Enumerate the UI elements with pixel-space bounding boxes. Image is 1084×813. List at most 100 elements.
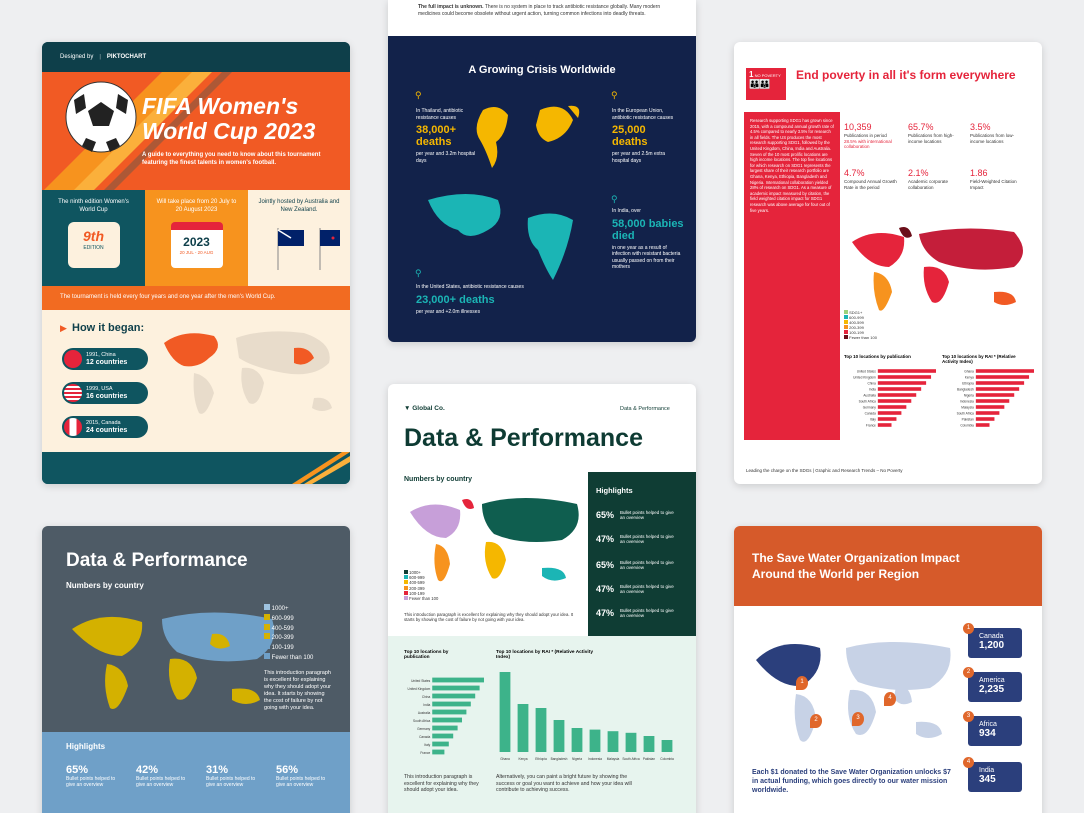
kpi-note: 28.5% with international collaboration [844,138,892,150]
bar-label: South Africa [957,412,974,416]
crisis-infographic-card[interactable]: The full impact is unknown. There is no … [388,0,696,342]
region-name: India [979,767,995,774]
stat-usa: In the United States, antibiotic resista… [416,284,556,315]
column-label: Pakistan [643,757,655,761]
chart2-title: Top 10 locations by RAI * (Relative Acti… [496,650,594,660]
intro-bold: The full impact is unknown. [418,4,484,10]
bar-label: Ethiopia [962,382,974,386]
brand-label: PIKTOCHART [106,54,147,60]
card-header [734,526,1042,606]
kpi-label: Publications from high-income locations [908,133,954,144]
map-marker-canada[interactable]: 1 [796,676,808,690]
stat-post: per year and +2.0m illnesses [416,308,481,315]
highlight-item: 47% Bullet points helped to give an overv… [596,608,674,618]
water-infographic-card[interactable]: The Save Water Organization Impact Aroun… [734,526,1042,813]
fifa-infographic-card[interactable]: Designed by | PIKTOCHART FIFA Women's Wo… [42,42,350,484]
highlights-title: Highlights [596,486,633,495]
legend-item: 100-199 [844,330,877,335]
history-item-china: 1991, China 12 countries [62,348,148,370]
bar-label: Ghana [964,370,974,374]
page-title: FIFA Women's World Cup 2023 [142,93,316,144]
region-box-america: 2 America 2,235 [963,667,1022,702]
column-label: Nigeria [572,757,582,761]
world-map [852,227,1023,311]
kpi-value: 65.7% [908,122,934,132]
map-marker-africa[interactable]: 3 [852,712,864,726]
kpi: 3.5% Publications from low-income locatio… [970,122,1028,144]
header-tag: Data & Performance [620,406,670,412]
bar [975,417,995,421]
highlight-item: 47% Bullet points helped to give an overv… [596,534,674,544]
kpi-value: 4.7% [844,168,865,178]
dp-grey-infographic-card[interactable]: Data & Performance Numbers by country 10… [42,526,350,813]
publication-bar-chart: United States United Kingdom China India Aus… [408,677,484,755]
history-year: 2015, Canada [86,420,121,426]
bar-label: China [422,695,431,699]
bar-label: Italy [870,418,876,422]
bar-label: Australia [863,394,876,398]
fact-hosts-text: Jointly hosted by Australia and New Zeal… [258,199,340,213]
map-legend: SDG1+ 600-999 400-599 200-399 100-199 Fe… [844,310,877,340]
column-label: Colombia [660,757,674,761]
bar [432,709,467,715]
map-marker-india[interactable]: 4 [884,692,896,706]
location-pin-icon: ⚲ [415,90,422,100]
highlight-item: 65% Bullet points helped to give an overv… [596,510,674,520]
china-flag-icon [64,350,82,368]
region-value: 1,200 [979,640,1005,651]
chart2-title: Top 10 locations by RAI * (Relative Acti… [942,354,1016,364]
column [589,729,601,752]
column-label: Malaysia [607,757,620,761]
stat-thailand: In Thailand, antibiotic resistance cause… [416,108,486,164]
legend-item: 1000+ [404,570,438,575]
legend-item: 600-999 [264,613,313,624]
fact-edition-text: The ninth edition Women's World Cup [58,199,129,213]
page-subtitle: Numbers by country [66,581,144,590]
host-flags-icon [277,228,340,270]
world-map [164,331,332,414]
column [625,732,637,752]
region-number: 4 [963,757,974,768]
region-value: 934 [979,728,996,739]
legend-item: 400-599 [404,580,438,585]
calendar-dates: 20 JUL - 20 AUG [179,250,214,255]
history-year: 1991, China [86,352,116,358]
region-value: 2,235 [979,684,1005,695]
designed-by-label: Designed by [60,54,94,60]
bar-label: France [866,424,876,428]
bar-label: France [420,751,430,755]
bar [975,423,990,427]
page-subtitle: Numbers by country [404,476,473,483]
football-icon [65,81,137,153]
bar-label: China [867,382,876,386]
legend-item: Fewer than 100 [404,596,438,601]
kpi-label: Publications from low-income locations [970,133,1015,144]
kpi-value: 10,359 [844,122,872,132]
stat-eu: In the European Union, antibiotic resist… [612,108,682,164]
bar [432,677,484,683]
region-name: Africa [979,721,997,728]
bar-label: Colombia [960,424,974,428]
publication-bar-chart: United States United Kingdom China India Aus… [853,369,936,428]
column-label: Bangladesh [551,757,568,761]
kpi-label: Academic corporate collaboration [908,179,949,190]
highlight-item: 65% Bullet points helped to give an overv… [596,560,674,570]
bar-label: India [869,388,876,392]
location-pin-icon: ⚲ [611,90,618,100]
bar-label: United Kingdom [408,687,431,691]
bar-label: Germany [417,727,431,731]
legend-item: 200-399 [404,585,438,591]
bar-label: Canada [865,412,876,416]
page-title: End poverty in all it's form everywhere [796,68,1016,82]
chart1-title: Top 10 locations by publication [404,650,449,660]
map-marker-america[interactable]: 2 [810,714,822,728]
poverty-infographic-card[interactable]: 1 NO POVERTY 👪👪 End poverty in all it's … [734,42,1042,484]
footer-stripes [42,452,350,484]
bar-label: Germany [863,406,877,410]
stat-post: per year and 3.2m hospital days [416,151,476,164]
history-count: 16 countries [86,393,128,400]
dp-white-infographic-card[interactable]: ▼ Global Co. Data & Performance Data & P… [388,384,696,813]
bar [975,375,1030,379]
location-pin-icon: ⚲ [611,194,618,204]
history-section: ▶ How it began: 1991, China 12 countries… [42,310,350,452]
